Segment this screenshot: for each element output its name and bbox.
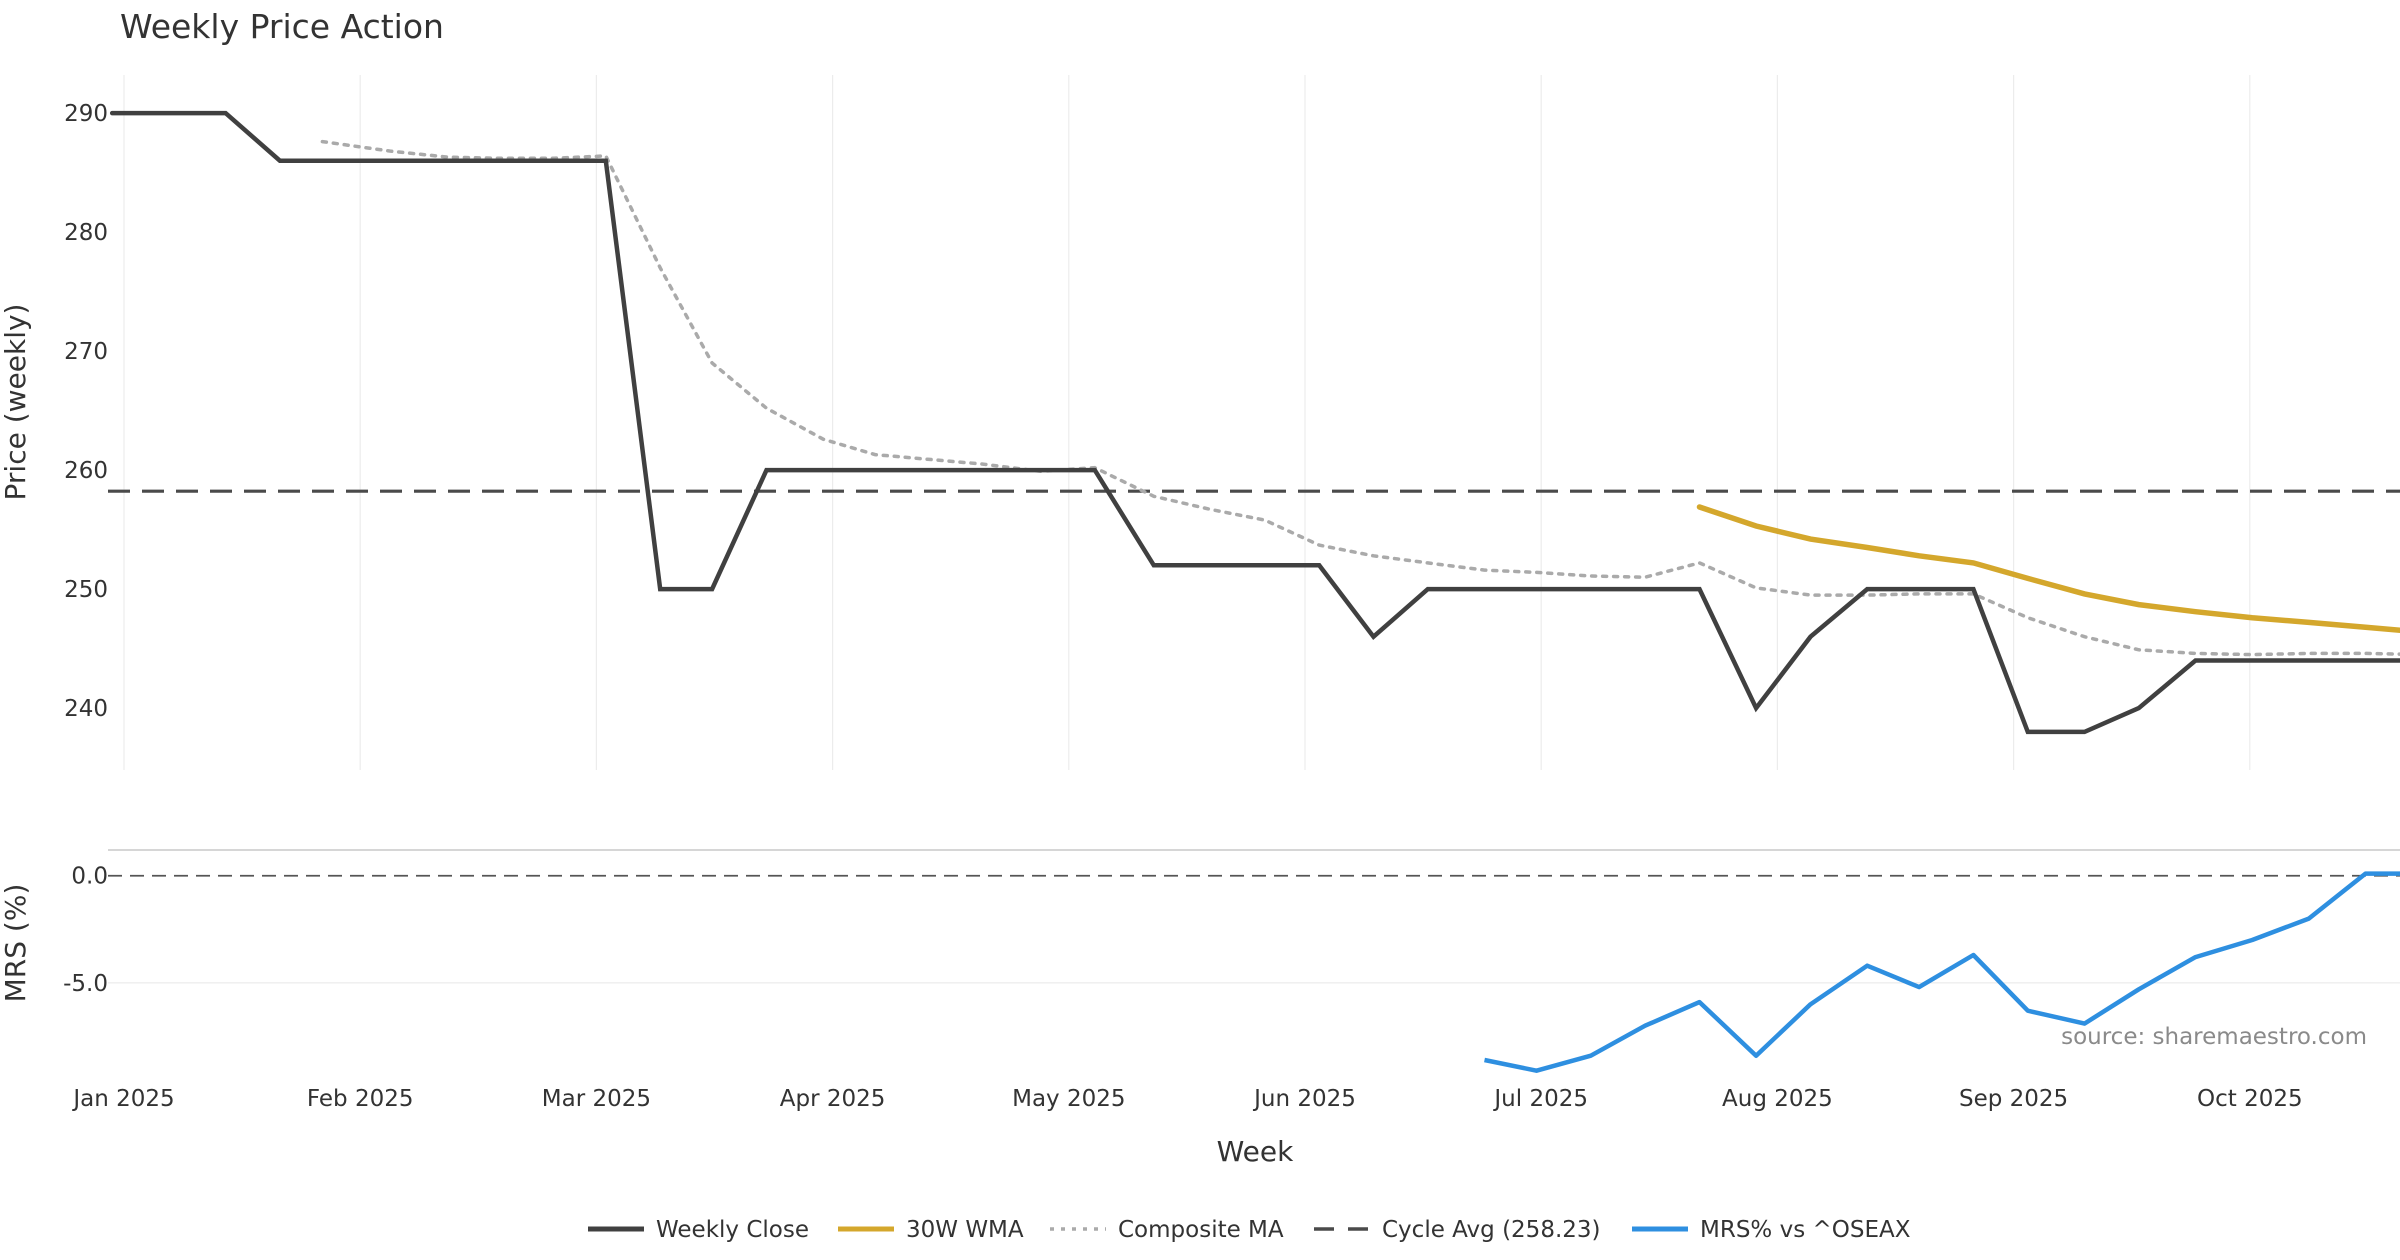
mrs-line — [1484, 871, 2400, 1073]
chart-title: Weekly Price Action — [120, 7, 444, 46]
x-tick-label: Jan 2025 — [71, 1086, 174, 1112]
source-label: source: sharemaestro.com — [2061, 1024, 2367, 1050]
grid — [108, 75, 2400, 984]
price-y-tick-label: 250 — [64, 577, 108, 603]
legend-label: MRS% vs ^OSEAX — [1700, 1217, 1911, 1243]
legend-label: 30W WMA — [906, 1217, 1024, 1243]
x-tick-label: Oct 2025 — [2197, 1086, 2303, 1112]
composite-ma-line — [320, 139, 2400, 657]
price-y-tick-label: 290 — [64, 101, 108, 127]
price-y-tick-label: 270 — [64, 339, 108, 365]
x-axis-title: Week — [1217, 1135, 1294, 1168]
legend-label: Cycle Avg (258.23) — [1382, 1217, 1601, 1243]
x-tick-label: Jun 2025 — [1252, 1086, 1356, 1112]
x-tick-label: Mar 2025 — [542, 1086, 651, 1112]
x-tick-label: Feb 2025 — [307, 1086, 414, 1112]
x-tick-label: May 2025 — [1012, 1086, 1125, 1112]
legend: Weekly Close 30W WMA Composite MA Cycle Avg… — [588, 1217, 1911, 1243]
legend-label: Weekly Close — [656, 1217, 809, 1243]
x-tick-label: Aug 2025 — [1722, 1086, 1833, 1112]
mrs-y-tick-label: 0.0 — [71, 864, 108, 890]
series — [108, 110, 2400, 1073]
price-y-tick-label: 260 — [64, 458, 108, 484]
mrs-y-tick-label: -5.0 — [63, 971, 108, 997]
price-y-tick-label: 240 — [64, 696, 108, 722]
price-axis-title: Price (weekly) — [0, 304, 32, 501]
weekly-close-line — [109, 110, 2400, 735]
x-tick-label: Apr 2025 — [780, 1086, 886, 1112]
axes: Jan 2025 Feb 2025 Mar 2025 Apr 2025 May 2025… — [63, 101, 2303, 1112]
wma-30w-line — [1696, 504, 2400, 634]
x-tick-label: Jul 2025 — [1492, 1086, 1588, 1112]
price-y-tick-label: 280 — [64, 220, 108, 246]
x-tick-label: Sep 2025 — [1959, 1086, 2068, 1112]
legend-label: Composite MA — [1118, 1217, 1284, 1243]
mrs-axis-title: MRS (%) — [0, 884, 32, 1003]
